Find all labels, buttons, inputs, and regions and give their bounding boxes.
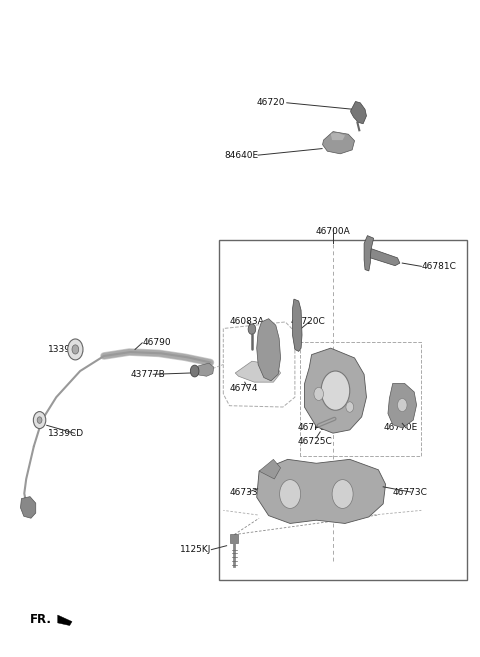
Text: 46774: 46774 [229, 384, 258, 393]
Text: 46733H: 46733H [229, 487, 265, 497]
Text: 46720: 46720 [257, 99, 285, 107]
Text: 46720C: 46720C [290, 317, 325, 327]
Text: 1339GA: 1339GA [48, 345, 84, 354]
Text: 1125KJ: 1125KJ [180, 545, 211, 554]
Text: 1339CD: 1339CD [48, 428, 84, 438]
Bar [230, 534, 238, 543]
Polygon shape [323, 131, 355, 154]
Text: 43777B: 43777B [130, 370, 165, 379]
Polygon shape [351, 101, 366, 124]
Circle shape [280, 480, 300, 509]
Polygon shape [304, 348, 366, 433]
Text: 46770E: 46770E [383, 424, 418, 432]
Text: 46083A: 46083A [229, 317, 264, 327]
Text: FR.: FR. [30, 613, 52, 626]
Circle shape [72, 345, 79, 354]
Polygon shape [21, 497, 36, 518]
Polygon shape [257, 319, 281, 381]
Polygon shape [370, 249, 400, 265]
Text: 46790: 46790 [142, 338, 171, 348]
Text: 46725C: 46725C [297, 436, 332, 445]
Circle shape [68, 339, 83, 360]
Circle shape [34, 411, 46, 428]
Text: 46773C: 46773C [393, 487, 428, 497]
Polygon shape [199, 363, 214, 376]
Bar [218, 240, 467, 580]
Text: 46700A: 46700A [316, 227, 350, 236]
Circle shape [332, 480, 353, 509]
Text: 467P6: 467P6 [297, 424, 325, 432]
Polygon shape [235, 361, 281, 382]
Text: 46781C: 46781C [421, 262, 456, 271]
Circle shape [191, 365, 199, 377]
Circle shape [397, 399, 407, 411]
Polygon shape [259, 459, 281, 479]
Circle shape [321, 371, 350, 410]
Polygon shape [58, 615, 72, 625]
Circle shape [248, 324, 256, 334]
Polygon shape [257, 459, 385, 524]
Circle shape [37, 417, 42, 423]
Circle shape [346, 402, 354, 412]
Circle shape [314, 388, 324, 401]
Polygon shape [388, 384, 417, 428]
Polygon shape [364, 236, 373, 271]
Polygon shape [331, 133, 345, 140]
Text: 84640E: 84640E [224, 150, 258, 160]
Polygon shape [292, 299, 302, 351]
